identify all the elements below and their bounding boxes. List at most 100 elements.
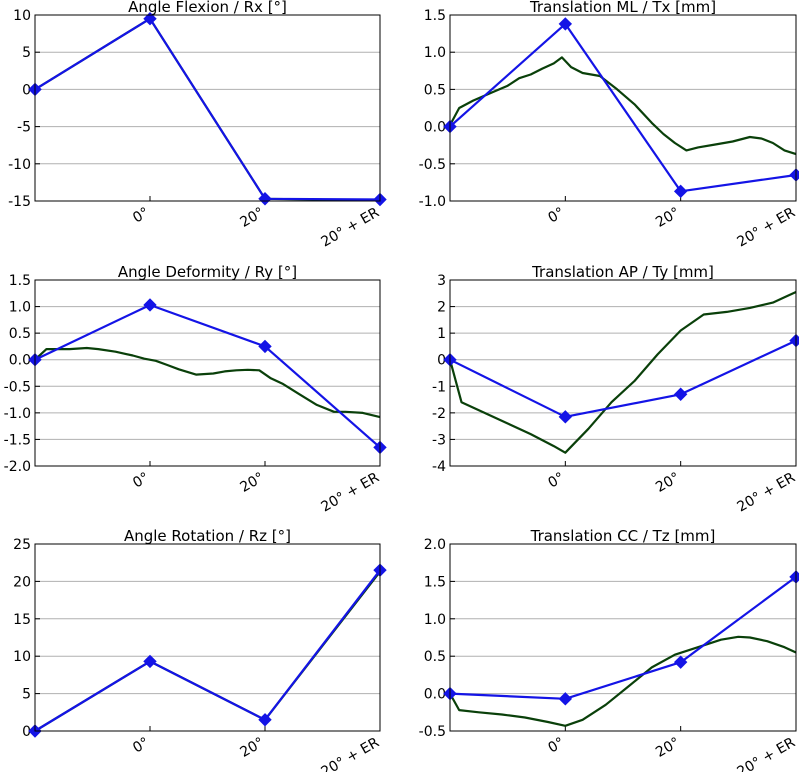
y-tick-label: 0.0 — [9, 353, 31, 369]
y-tick-label: -4 — [432, 459, 446, 475]
y-tick-label: 1.5 — [424, 574, 446, 590]
y-tick-label: 1.0 — [424, 612, 446, 628]
y-tick-label: 5 — [22, 45, 31, 61]
y-tick-label: 1 — [437, 326, 446, 342]
chart-panel-6: -0.5 0.0 0.5 1.0 1.5 2.0 0° 20° 20° + ER Translat… — [419, 527, 799, 776]
y-tick-label: 10 — [13, 8, 31, 24]
x-tick-label: 20° — [653, 735, 683, 761]
y-tick-label: 0 — [437, 353, 446, 369]
y-tick-label: 10 — [13, 649, 31, 665]
data-point-measured — [143, 298, 157, 312]
series-line-simulated — [449, 56, 797, 156]
chart-panel-1: -15 -10 -5 0 5 10 0° 20° 20° + ER Angle Flexion /… — [8, 0, 387, 250]
y-tick-label: 25 — [13, 537, 31, 553]
data-point-measured — [673, 184, 688, 199]
data-point-measured — [558, 692, 573, 706]
x-tick-label: 20° — [653, 470, 683, 496]
chart-title: Translation CC / Tz [mm] — [530, 527, 716, 545]
y-tick-label: -15 — [8, 194, 31, 210]
chart-panel-5: 0 5 10 15 20 25 0° 20° 20° + ER Angle Rotation / … — [13, 527, 387, 776]
y-tick-label: 0.5 — [424, 649, 446, 665]
series-line-measured — [34, 17, 381, 201]
data-point-measured — [143, 12, 157, 26]
x-tick-label: 0° — [130, 470, 152, 492]
plot-frame — [34, 543, 381, 732]
x-tick-label: 0° — [130, 205, 152, 227]
y-tick-label: 0.0 — [424, 687, 446, 703]
x-tick-label: 0° — [546, 470, 568, 492]
y-tick-label: -1.0 — [4, 406, 31, 422]
y-tick-label: -1.0 — [419, 194, 446, 210]
series-line-measured — [449, 22, 797, 193]
data-point-measured — [258, 713, 272, 727]
chart-panel-3: -2.0 -1.5 -1.0 -0.5 0.0 0.5 1.0 1.5 0° 20° 20° + E… — [4, 263, 387, 515]
data-point-measured — [673, 655, 688, 669]
series-line-measured — [34, 303, 381, 449]
data-point-measured — [258, 339, 272, 354]
plot-frame — [449, 543, 797, 732]
data-point-measured — [789, 333, 799, 348]
y-tick-label: -0.5 — [419, 157, 446, 173]
chart-panel-2: -1.0 -0.5 0.0 0.5 1.0 1.5 0° 20° 20° + ER Transla… — [419, 0, 799, 250]
y-tick-label: 1.5 — [424, 8, 446, 24]
data-point-measured — [143, 654, 157, 669]
y-tick-label: 2.0 — [424, 537, 446, 553]
chart-title: Translation AP / Ty [mm] — [531, 263, 714, 281]
plot-frame — [449, 279, 797, 467]
y-tick-label: -1.5 — [4, 432, 31, 448]
data-point-measured — [258, 192, 272, 206]
x-tick-label: 20° + ER — [319, 204, 383, 250]
x-tick-label: 20° + ER — [319, 734, 383, 772]
series-line-simulated — [34, 346, 381, 419]
plot-frame — [449, 14, 797, 202]
y-tick-label: -10 — [8, 157, 31, 173]
y-tick-label: -3 — [432, 432, 446, 448]
y-tick-label: -2.0 — [4, 459, 31, 475]
chart-title: Angle Rotation / Rz [°] — [124, 527, 291, 545]
y-tick-label: 2 — [437, 300, 446, 316]
chart-panel-4: -4 -3 -2 -1 0 1 2 3 0° 20° 20° + ER Translation AP … — [432, 263, 799, 515]
y-tick-label: -1 — [432, 379, 446, 395]
y-tick-label: 20 — [13, 574, 31, 590]
plot-frame — [34, 279, 381, 467]
x-tick-label: 20° — [653, 205, 683, 231]
data-point-measured — [558, 410, 573, 424]
y-tick-label: 1.0 — [9, 300, 31, 316]
y-tick-label: 0.5 — [424, 82, 446, 98]
series-line-simulated — [449, 635, 797, 727]
series-line-simulated — [448, 291, 797, 454]
series-line-simulated — [34, 571, 381, 732]
y-tick-label: 0.5 — [9, 326, 31, 342]
y-tick-label: 1.5 — [9, 273, 31, 289]
series-line-measured — [449, 576, 797, 700]
data-point-measured — [673, 387, 688, 401]
y-tick-label: -2 — [432, 406, 446, 422]
y-tick-label: 5 — [22, 687, 31, 703]
y-tick-label: 0 — [22, 724, 31, 740]
data-point-measured — [558, 17, 573, 31]
x-tick-label: 20° + ER — [735, 734, 799, 772]
series-line-measured — [449, 339, 797, 418]
y-tick-label: -0.5 — [419, 724, 446, 740]
y-tick-label: 0.0 — [424, 120, 446, 136]
data-point-measured — [789, 168, 799, 182]
plot-frame — [34, 14, 381, 202]
x-tick-label: 0° — [130, 735, 152, 757]
x-tick-label: 20° + ER — [735, 204, 799, 250]
x-tick-label: 20° — [237, 205, 267, 231]
x-tick-label: 20° — [237, 470, 267, 496]
y-tick-label: 0 — [22, 82, 31, 98]
x-tick-label: 20° — [237, 735, 267, 761]
series-line-measured — [34, 569, 381, 732]
y-tick-label: 1.0 — [424, 45, 446, 61]
y-tick-label: -5 — [17, 120, 31, 136]
y-tick-label: -0.5 — [4, 379, 31, 395]
x-tick-label: 0° — [546, 205, 568, 227]
chart-title: Angle Deformity / Ry [°] — [118, 263, 297, 281]
x-tick-label: 20° + ER — [735, 469, 799, 515]
y-tick-label: 3 — [437, 273, 446, 289]
y-tick-label: 15 — [13, 612, 31, 628]
x-tick-label: 0° — [546, 735, 568, 757]
